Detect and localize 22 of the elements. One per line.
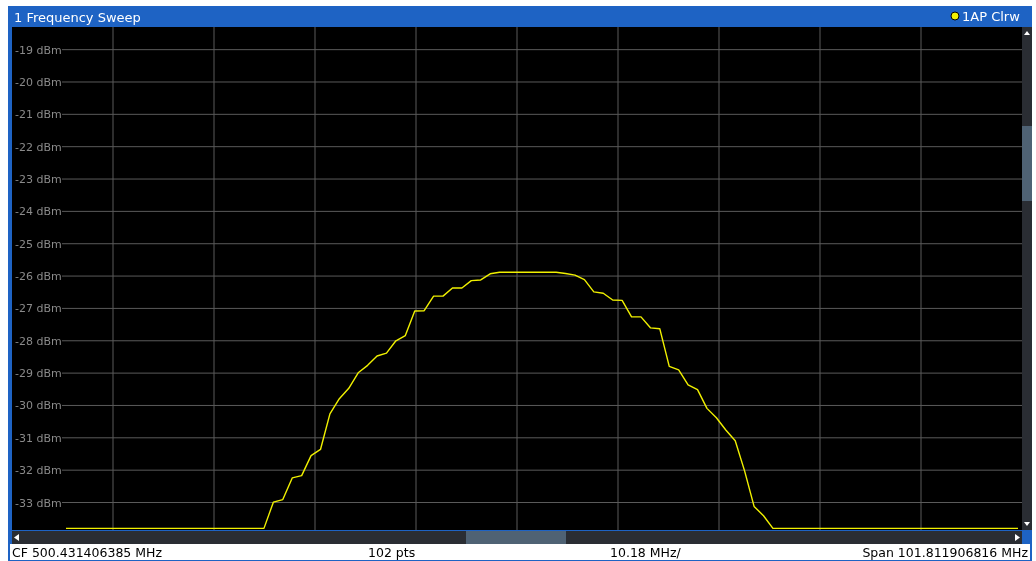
text: CF 500.431406385 MHz (12, 545, 163, 560)
text: 10.18 MHz/ (610, 545, 682, 560)
y-tick-label: -31 dBm (15, 431, 62, 445)
line-series (65, 271, 1019, 530)
y-tick-label: -25 dBm (15, 237, 62, 251)
text: 102 pts (368, 545, 416, 560)
text: Span 101.811906816 MHz (862, 545, 1029, 560)
y-tick-label: -19 dBm (15, 43, 62, 57)
y-tick-label: -20 dBm (15, 75, 62, 89)
y-tick-label: -28 dBm (15, 334, 62, 348)
y-tick-label: -33 dBm (15, 496, 62, 510)
chart-title: 1 Frequency Sweep (14, 10, 141, 25)
y-tick-label: -32 dBm (15, 464, 62, 478)
y-tick-label: -23 dBm (15, 173, 62, 187)
legend-label: 1AP Clrw (962, 9, 1021, 24)
y-tick-label: -24 dBm (15, 205, 62, 219)
y-tick-label: -22 dBm (15, 140, 62, 154)
y-tick-label: -29 dBm (15, 367, 62, 381)
y-tick-label: -21 dBm (15, 108, 62, 122)
y-tick-label: -27 dBm (15, 302, 62, 316)
y-tick-label: -26 dBm (15, 270, 62, 284)
y-tick-label: -30 dBm (15, 399, 62, 413)
